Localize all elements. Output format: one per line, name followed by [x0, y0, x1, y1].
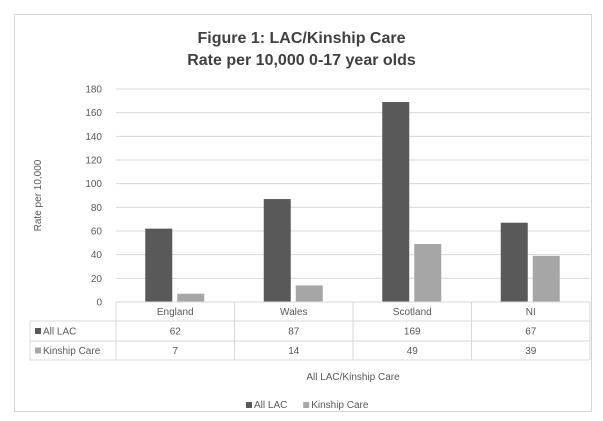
- y-tick-label: 140: [85, 132, 102, 143]
- bar-all-lac: [145, 228, 173, 302]
- bar-kinship-care: [532, 255, 560, 302]
- category-label: Wales: [280, 307, 307, 318]
- data-value-label: 7: [172, 346, 178, 357]
- data-value-label: 169: [404, 327, 421, 338]
- x-axis-label: All LAC/Kinship Care: [306, 372, 400, 383]
- data-value-label: 39: [525, 346, 537, 357]
- data-value-label: 49: [407, 346, 419, 357]
- data-value-label: 87: [288, 327, 300, 338]
- table-legend-key: [35, 328, 41, 334]
- bar-all-lac: [263, 199, 291, 302]
- y-tick-label: 160: [85, 108, 102, 119]
- category-label: Scotland: [393, 307, 432, 318]
- legend-key: [303, 402, 310, 408]
- bar-all-lac: [382, 102, 410, 303]
- y-tick-label: 60: [91, 227, 103, 238]
- table-series-label: All LAC: [43, 327, 76, 338]
- y-tick-label: 20: [91, 274, 103, 285]
- data-value-label: 14: [288, 346, 300, 357]
- legend-label: Kinship Care: [311, 400, 369, 411]
- bar-all-lac: [500, 222, 528, 302]
- data-value-label: 67: [525, 327, 537, 338]
- chart-frame: [14, 14, 592, 412]
- y-tick-label: 40: [91, 250, 103, 261]
- category-label: NI: [526, 307, 536, 318]
- y-tick-label: 120: [85, 156, 102, 167]
- data-value-label: 62: [170, 327, 182, 338]
- table-legend-key: [35, 347, 41, 354]
- category-label: England: [157, 307, 194, 318]
- bar-kinship-care: [295, 285, 323, 302]
- bar-kinship-care: [414, 244, 442, 302]
- y-tick-label: 100: [85, 179, 102, 190]
- y-axis-label: Rate per 10,000: [33, 159, 44, 231]
- legend-label: All LAC: [254, 400, 287, 411]
- chart-title: Figure 1: LAC/Kinship Care: [197, 30, 406, 47]
- bar-kinship-care: [177, 293, 205, 302]
- table-series-label: Kinship Care: [43, 346, 101, 357]
- y-tick-label: 0: [96, 298, 102, 309]
- legend-key: [246, 402, 252, 408]
- chart-subtitle: Rate per 10,000 0-17 year olds: [187, 52, 416, 69]
- y-tick-label: 180: [85, 85, 102, 96]
- y-tick-label: 80: [91, 203, 103, 214]
